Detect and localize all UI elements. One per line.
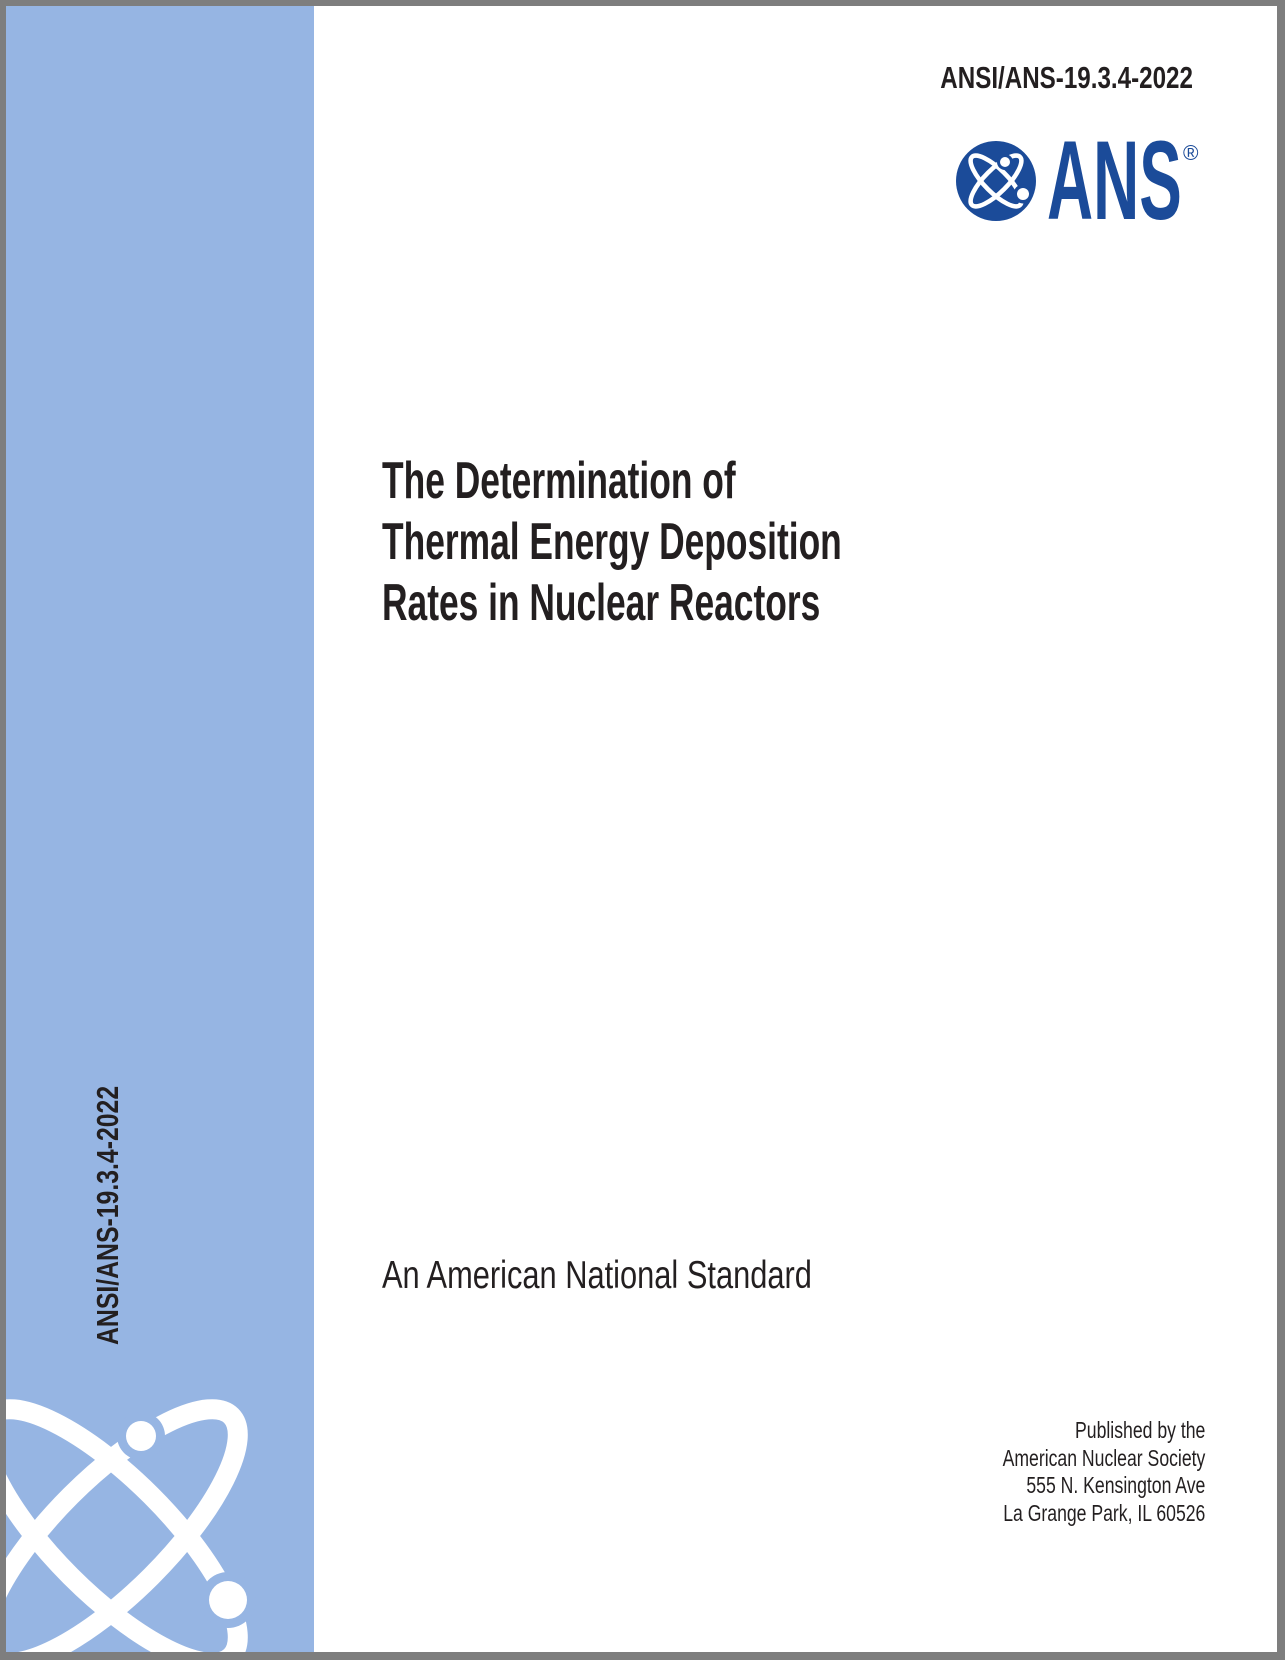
ans-atom-icon	[956, 141, 1036, 221]
electron-dot	[126, 1421, 156, 1451]
publisher-line: La Grange Park, IL 60526	[1002, 1499, 1205, 1526]
title-line: Thermal Energy Deposition	[382, 513, 842, 571]
electron-dot	[1000, 157, 1010, 167]
publisher-block: Published by the American Nuclear Societ…	[1002, 1417, 1205, 1527]
ans-wordmark: ANS	[1047, 137, 1182, 225]
atom-watermark-icon	[6, 1399, 256, 1652]
title-line: The Determination of	[382, 452, 736, 510]
vertical-standard-code: ANSI/ANS-19.3.4-2022	[90, 1085, 125, 1345]
left-blue-band: ANSI/ANS-19.3.4-2022	[6, 6, 314, 1652]
publisher-line: American Nuclear Society	[1002, 1444, 1205, 1471]
standard-designation-subtitle: An American National Standard	[382, 1254, 812, 1297]
electron-dot	[1017, 188, 1029, 200]
document-title: The Determination of Thermal Energy Depo…	[382, 451, 842, 634]
publisher-line: 555 N. Kensington Ave	[1025, 1472, 1205, 1498]
standard-cover-page: ANSI/ANS-19.3.4-2022 ANSI/ANS-19.3.4-202…	[6, 6, 1277, 1652]
electron-dot	[209, 1581, 247, 1619]
title-line: Rates in Nuclear Reactors	[382, 574, 821, 632]
registered-trademark-icon: ®	[1183, 142, 1199, 165]
ans-logo: ANS ®	[956, 137, 1199, 225]
standard-code: ANSI/ANS-19.3.4-2022	[940, 60, 1193, 95]
publisher-line: Published by the	[1074, 1417, 1205, 1443]
